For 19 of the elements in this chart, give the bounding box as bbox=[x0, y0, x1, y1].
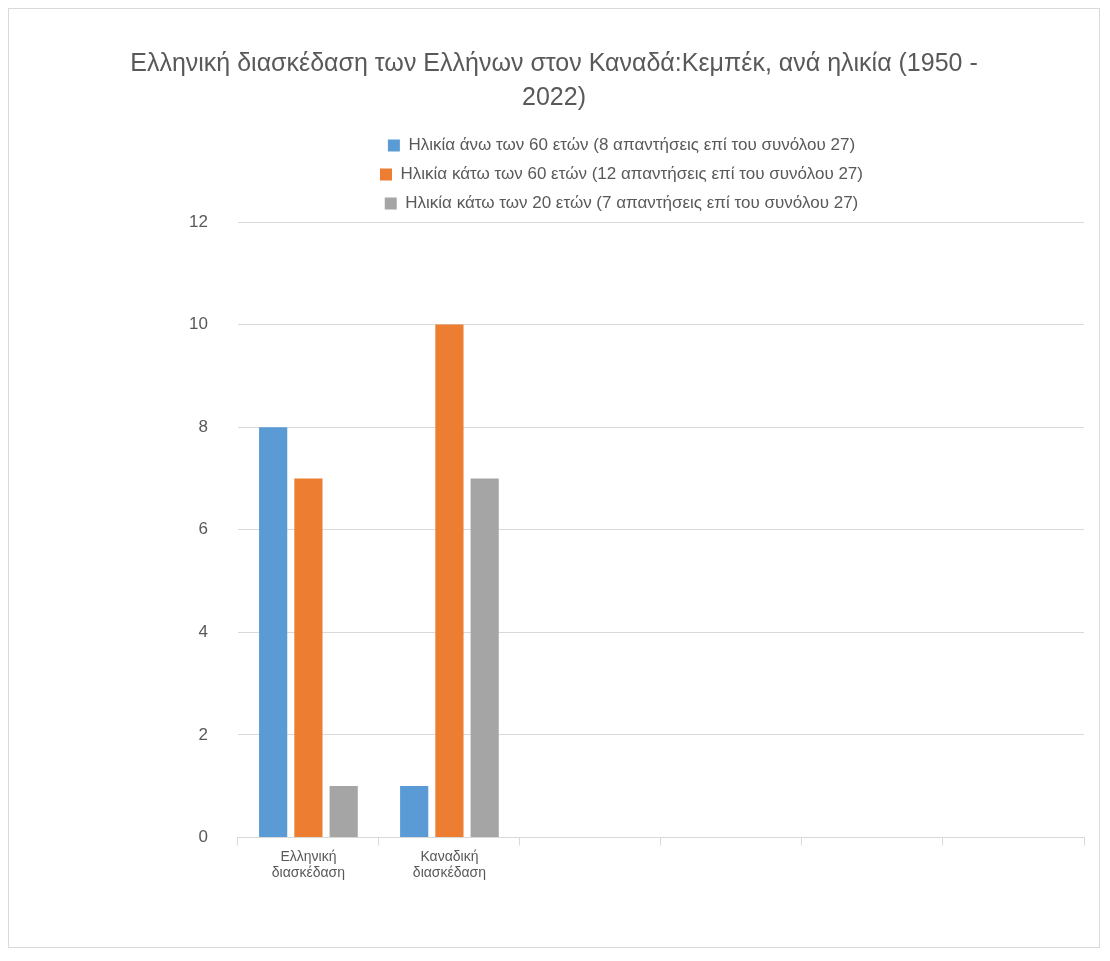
y-tick-label: 2 bbox=[198, 724, 208, 744]
y-tick-label: 0 bbox=[198, 827, 208, 847]
legend-label: Ηλικία κάτω των 20 ετών (7 απαντήσεις επί του συνόλου 27) bbox=[405, 193, 859, 213]
chart-title: Ελληνική διασκέδαση των Ελλήνων στον Καναδά:Κεμπέκ, ανά ηλικία (1950 - 2022) bbox=[129, 47, 979, 112]
legend-label: Ηλικία κάτω των 60 ετών (12 απαντήσεις επί του συνόλου 27) bbox=[400, 164, 863, 184]
bar bbox=[329, 786, 358, 837]
bar bbox=[259, 427, 288, 837]
bar bbox=[435, 324, 464, 837]
bar bbox=[294, 478, 323, 837]
y-tick-label: 10 bbox=[188, 314, 208, 334]
x-tick-label: Ελληνική διασκέδαση bbox=[271, 847, 346, 881]
y-tick-label: 12 bbox=[188, 211, 208, 231]
y-tick-label: 6 bbox=[198, 519, 208, 539]
bar bbox=[470, 478, 499, 837]
y-tick-label: 8 bbox=[198, 416, 208, 436]
legend-label: Ηλικία άνω των 60 ετών (8 απαντήσεις επί του συνόλου 27) bbox=[408, 135, 856, 155]
bar bbox=[400, 786, 429, 837]
y-tick-label: 4 bbox=[198, 621, 208, 641]
x-tick-label: Καναδική διασκέδαση bbox=[412, 847, 487, 881]
